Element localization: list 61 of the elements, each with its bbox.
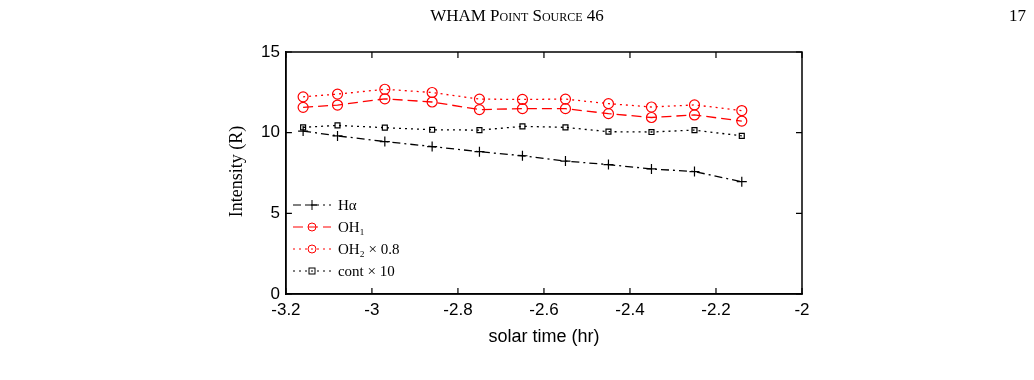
point xyxy=(331,88,344,100)
text: WHAM Point Source 46 xyxy=(430,6,604,25)
legend-label: OH₁ xyxy=(337,218,365,237)
point xyxy=(645,101,658,113)
point xyxy=(426,96,438,108)
point xyxy=(300,124,307,131)
point xyxy=(297,101,309,113)
point xyxy=(736,115,748,127)
point xyxy=(738,132,745,139)
point xyxy=(602,159,615,171)
point xyxy=(648,128,655,136)
point xyxy=(562,124,569,131)
x-tick-label: -2.8 xyxy=(443,299,473,319)
x-tick-label: -2.4 xyxy=(615,299,645,319)
point xyxy=(559,93,572,105)
point xyxy=(473,146,486,158)
point xyxy=(381,124,388,131)
x-axis-title: solar time (hr) xyxy=(488,326,600,347)
point xyxy=(516,93,529,106)
point xyxy=(334,122,341,129)
point xyxy=(605,128,612,135)
y-tick-label: 15 xyxy=(260,41,280,61)
point xyxy=(688,109,701,121)
y-axis-title: Intensity (R) xyxy=(225,124,247,220)
point xyxy=(331,130,344,142)
x-tick-label: -2 xyxy=(794,299,810,319)
point xyxy=(379,93,391,105)
point xyxy=(426,86,438,99)
point xyxy=(297,91,309,103)
point xyxy=(516,103,529,115)
point xyxy=(602,98,615,110)
y-tick-label: 5 xyxy=(270,203,280,223)
legend-label: OH₂ × 0.8 xyxy=(337,240,400,259)
point xyxy=(645,111,658,124)
x-tick-label: -3 xyxy=(364,299,380,319)
y-tick-label: 10 xyxy=(260,122,280,142)
point xyxy=(602,108,615,120)
point xyxy=(688,165,701,178)
point xyxy=(559,155,572,167)
point xyxy=(559,103,572,115)
text: 17 xyxy=(1009,6,1026,26)
point xyxy=(473,104,486,116)
x-tick-label: -2.2 xyxy=(701,299,731,319)
point xyxy=(297,125,309,137)
point xyxy=(379,135,391,148)
point xyxy=(519,123,526,130)
point xyxy=(473,93,486,105)
legend-label: cont × 10 xyxy=(337,262,395,281)
point xyxy=(645,163,658,175)
point xyxy=(331,99,344,111)
point xyxy=(736,104,748,117)
point xyxy=(379,83,391,95)
point xyxy=(691,127,698,134)
point xyxy=(516,150,529,162)
point xyxy=(736,176,748,188)
legend-label: Hα xyxy=(337,196,357,215)
x-tick-label: -2.6 xyxy=(529,299,559,319)
point xyxy=(426,140,438,153)
point xyxy=(688,99,701,111)
point xyxy=(476,127,483,134)
point xyxy=(429,126,436,133)
